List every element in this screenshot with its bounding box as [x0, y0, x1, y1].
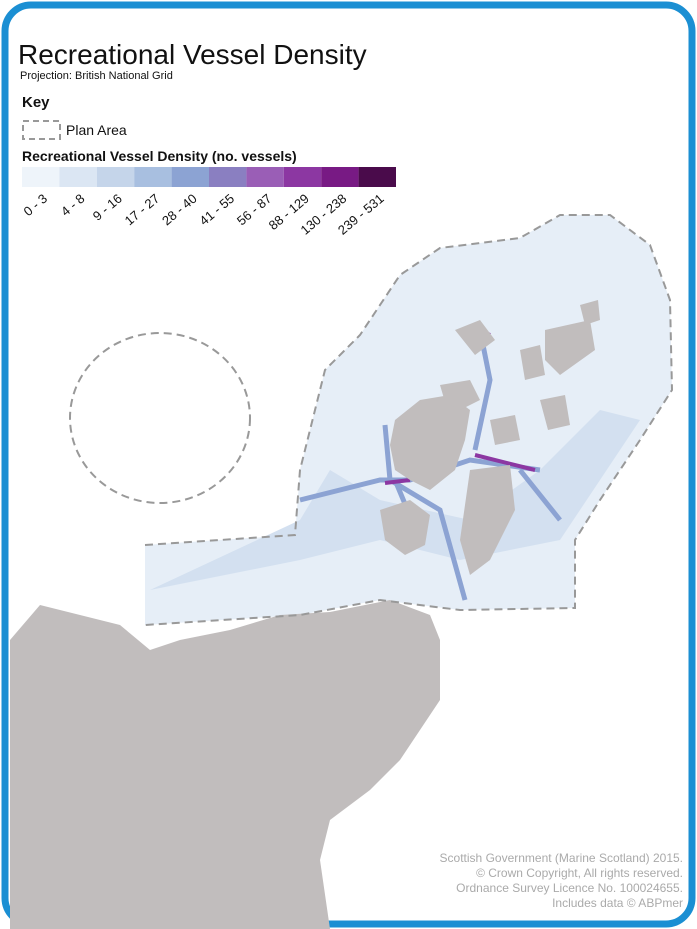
island — [460, 465, 515, 575]
credit-line: Scottish Government (Marine Scotland) 20… — [440, 851, 683, 865]
plan-area-outline — [69, 332, 251, 504]
mainland — [10, 600, 440, 929]
island — [440, 300, 600, 445]
density-area — [150, 410, 640, 590]
credit-line: Ordnance Survey Licence No. 100024655. — [456, 881, 683, 895]
legend-swatch — [321, 167, 359, 187]
legend-swatch — [171, 167, 209, 187]
credit-line: © Crown Copyright, All rights reserved. — [476, 866, 683, 880]
legend-swatch — [134, 167, 172, 187]
plan-area-swatch — [22, 120, 61, 140]
credit-line: Includes data © ABPmer — [552, 896, 683, 910]
legend-swatch — [22, 167, 60, 187]
island — [380, 500, 430, 555]
credits: Scottish Government (Marine Scotland) 20… — [440, 851, 683, 910]
plan-area-outline — [144, 214, 674, 626]
map-title: Recreational Vessel Density — [18, 39, 367, 70]
legend-swatch — [96, 167, 135, 187]
key-title: Key — [22, 94, 50, 111]
projection: Projection: British National Grid — [20, 70, 173, 82]
legend-swatch — [59, 167, 97, 187]
legend-swatch — [209, 167, 247, 187]
island — [390, 395, 470, 490]
legend-swatch — [358, 167, 396, 187]
legend-swatch — [283, 167, 322, 187]
plan-area-label: Plan Area — [66, 122, 127, 138]
legend-title: Recreational Vessel Density (no. vessels… — [22, 148, 297, 164]
legend-swatch — [246, 167, 284, 187]
